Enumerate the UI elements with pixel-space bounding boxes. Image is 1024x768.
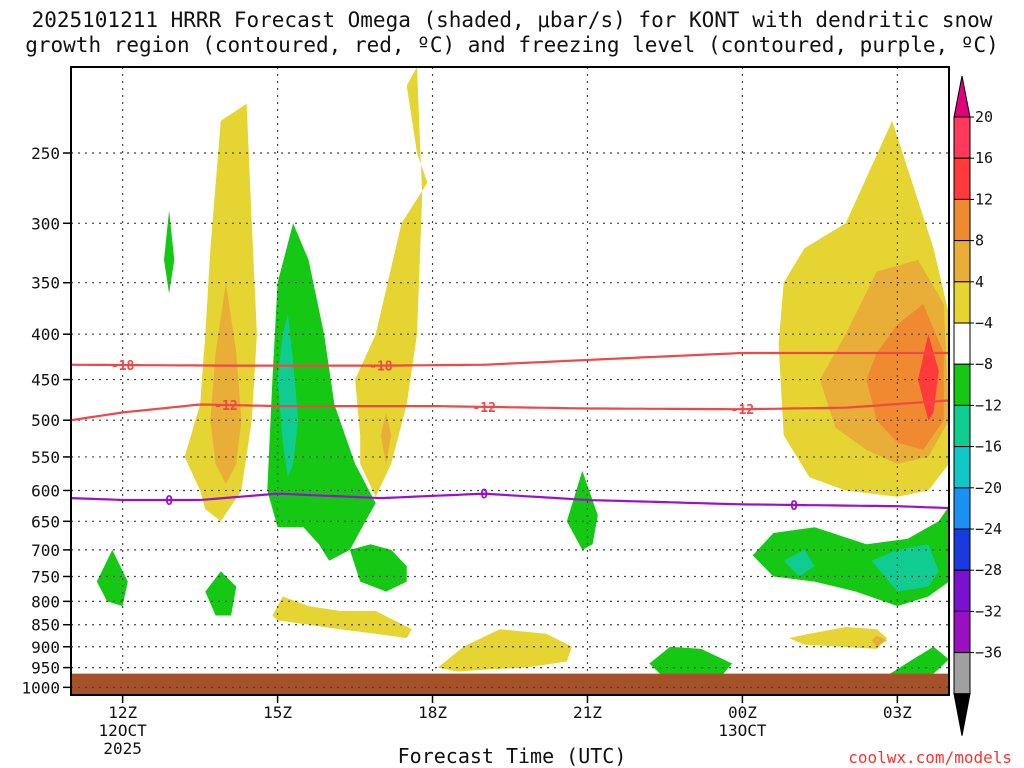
- omega-region-17: [96, 549, 128, 607]
- y-tick-label-900: 900: [31, 638, 60, 657]
- y-tick-label-500: 500: [31, 411, 60, 430]
- contour-line-1: [71, 399, 949, 422]
- contour-line-2: [71, 492, 949, 510]
- colorbar-swatch-7: [953, 404, 971, 448]
- y-tick-label-300: 300: [31, 214, 60, 233]
- colorbar-swatch-13: [953, 652, 971, 695]
- colorbar-label-1: 16: [975, 149, 993, 167]
- y-tick-label-750: 750: [31, 567, 60, 586]
- omega-region-14: [267, 223, 376, 561]
- x-tick-year-12Z: 2025: [103, 739, 142, 758]
- colorbar-label-5: −4: [975, 314, 993, 332]
- plot-frame: [70, 66, 950, 696]
- omega-region-15: [277, 314, 299, 478]
- ground-fill: [71, 673, 949, 695]
- contour-label-2-0: 0: [165, 494, 173, 509]
- omega-region-11: [788, 627, 887, 649]
- colorbar-swatch-3: [953, 240, 971, 283]
- colorbar-swatch-0: [953, 116, 971, 159]
- x-tick-label-18Z: 18Z: [418, 703, 447, 722]
- contour-label-0-1: -18: [369, 360, 393, 375]
- y-tick-label-450: 450: [31, 371, 60, 390]
- colorbar-label-10: −24: [975, 520, 1002, 538]
- omega-region-8: [918, 334, 939, 421]
- colorbar-label-0: 20: [975, 108, 993, 126]
- colorbar-label-11: −28: [975, 561, 1002, 579]
- contour-line-0: [71, 351, 949, 367]
- contour-label-0-0: -18: [111, 359, 135, 374]
- colorbar-swatch-11: [953, 569, 971, 612]
- colorbar-swatch-1: [953, 157, 971, 200]
- omega-region-23: [649, 646, 733, 678]
- colorbar-swatch-10: [953, 528, 971, 571]
- colorbar-label-3: 8: [975, 232, 984, 250]
- x-tick-label-12Z: 12Z: [108, 703, 137, 722]
- y-axis: 250 300 350 400 450 500 550 600 650 700 750 800 850 9…: [21, 144, 71, 697]
- colorbar-swatch-9: [953, 487, 971, 530]
- omega-region-21: [783, 549, 815, 577]
- chart-title-line-1: 2025101211 HRRR Forecast Omega (shaded, …: [31, 8, 993, 32]
- contour-label-1-0: -12: [214, 399, 237, 414]
- temperature-contours: -18 -18 -12 -12 -12 0 0 0: [71, 351, 949, 514]
- colorbar: 20 16 12 8 4 −4 −8 −12 −16 −20 −24 −28 −32 −36: [953, 75, 1002, 736]
- colorbar-swatch-4: [953, 281, 971, 324]
- omega-shading: [71, 67, 949, 695]
- omega-region-2: [210, 282, 242, 484]
- y-tick-label-700: 700: [31, 541, 60, 560]
- omega-region-19: [566, 470, 598, 550]
- colorbar-top-arrow: [953, 75, 971, 118]
- omega-region-18: [205, 571, 237, 616]
- colorbar-label-6: −8: [975, 355, 993, 373]
- colorbar-label-13: −36: [975, 644, 1002, 662]
- y-tick-label-250: 250: [31, 144, 60, 163]
- y-tick-label-1000: 1000: [21, 678, 60, 697]
- omega-region-7: [866, 304, 944, 450]
- y-tick-label-400: 400: [31, 325, 60, 344]
- contour-label-2-2: 0: [790, 499, 798, 514]
- x-tick-label-00Z: 00Z: [728, 703, 757, 722]
- omega-region-24: [887, 646, 949, 676]
- y-tick-label-950: 950: [31, 659, 60, 678]
- chart-title-line-2: growth region (contoured, red, ºC) and f…: [25, 33, 999, 57]
- colorbar-label-12: −32: [975, 602, 1002, 620]
- colorbar-swatch-8: [953, 446, 971, 489]
- y-tick-label-850: 850: [31, 616, 60, 635]
- credit-text: coolwx.com/models: [848, 748, 1012, 767]
- omega-region-10: [437, 629, 572, 672]
- contour-label-2-1: 0: [480, 488, 488, 503]
- omega-region-16: [349, 544, 407, 592]
- x-tick-date-00Z: 13OCT: [718, 721, 767, 740]
- omega-region-12: [871, 635, 887, 647]
- y-tick-label-600: 600: [31, 481, 60, 500]
- y-tick-label-800: 800: [31, 592, 60, 611]
- x-tick-label-15Z: 15Z: [263, 703, 292, 722]
- colorbar-swatch-5: [953, 322, 971, 365]
- contour-label-1-2: -12: [731, 403, 754, 418]
- omega-region-13: [164, 210, 175, 294]
- colorbar-label-8: −16: [975, 438, 1002, 456]
- x-axis-title: Forecast Time (UTC): [397, 744, 627, 768]
- colorbar-swatch-6: [953, 363, 971, 406]
- contour-label-1-1: -12: [472, 401, 495, 416]
- colorbar-swatch-2: [953, 198, 971, 242]
- y-tick-label-650: 650: [31, 512, 60, 531]
- omega-region-4: [380, 412, 392, 464]
- y-tick-label-350: 350: [31, 274, 60, 293]
- x-tick-label-21Z: 21Z: [573, 703, 602, 722]
- omega-region-3: [355, 67, 428, 497]
- omega-region-22: [871, 544, 939, 592]
- omega-region-9: [272, 596, 412, 639]
- colorbar-label-7: −12: [975, 396, 1002, 414]
- x-tick-label-03Z: 03Z: [883, 703, 912, 722]
- colorbar-label-2: 12: [975, 190, 993, 208]
- colorbar-label-9: −20: [975, 479, 1002, 497]
- grid: [71, 67, 949, 688]
- y-tick-label-550: 550: [31, 448, 60, 467]
- colorbar-label-4: 4: [975, 273, 984, 291]
- x-tick-date-12Z: 12OCT: [99, 721, 148, 740]
- colorbar-swatch-12: [953, 610, 971, 654]
- colorbar-bottom-arrow: [953, 693, 971, 736]
